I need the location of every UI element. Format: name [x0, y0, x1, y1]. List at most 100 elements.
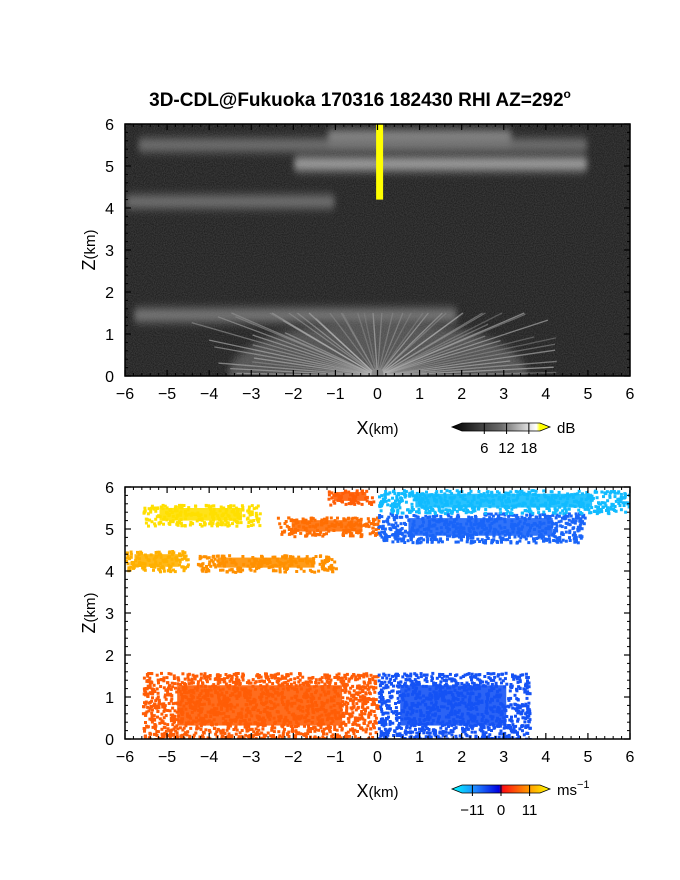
velocity-pixel	[157, 550, 161, 554]
velocity-pixel	[325, 516, 329, 520]
velocity-pixel	[458, 734, 462, 738]
velocity-pixel	[217, 699, 221, 703]
velocity-pixel	[394, 673, 397, 677]
velocity-pixel	[204, 503, 208, 507]
velocity-pixel	[289, 720, 293, 724]
velocity-pixel	[284, 676, 288, 680]
velocity-pixel	[206, 675, 210, 679]
velocity-pixel	[228, 722, 232, 726]
velocity-pixel	[334, 676, 338, 679]
velocity-pixel	[238, 682, 242, 686]
velocity-pixel	[236, 672, 240, 675]
velocity-pixel	[439, 514, 443, 518]
velocity-pixel	[448, 690, 452, 694]
velocity-pixel	[460, 714, 464, 718]
velocity-pixel	[310, 698, 314, 702]
velocity-pixel	[440, 510, 444, 514]
velocity-pixel	[450, 733, 454, 737]
velocity-pixel	[285, 554, 289, 558]
velocity-pixel	[259, 693, 263, 697]
velocity-pixel	[504, 507, 508, 511]
velocity-pixel	[144, 721, 147, 724]
velocity-pixel	[342, 529, 346, 533]
velocity-pixel	[324, 708, 328, 712]
velocity-pixel	[304, 557, 308, 561]
velocity-pixel	[262, 680, 266, 684]
velocity-pixel	[451, 730, 455, 733]
velocity-pixel	[260, 695, 264, 698]
velocity-pixel	[183, 524, 187, 527]
velocity-pixel	[144, 687, 148, 690]
velocity-pixel	[477, 695, 481, 699]
velocity-pixel	[261, 720, 264, 724]
velocity-pixel	[218, 729, 222, 733]
velocity-pixel	[543, 513, 547, 517]
velocity-pixel	[356, 501, 360, 504]
velocity-pixel	[460, 712, 464, 716]
velocity-pixel	[346, 702, 350, 705]
velocity-pixel	[165, 506, 169, 510]
velocity-pixel	[486, 694, 490, 697]
velocity-pixel	[155, 730, 159, 733]
velocity-pixel	[362, 707, 366, 711]
velocity-pixel	[470, 691, 473, 695]
velocity-pixel	[261, 727, 265, 731]
velocity-pixel	[257, 728, 261, 732]
velocity-pixel	[383, 727, 387, 731]
velocity-pixel	[206, 567, 209, 571]
velocity-pixel	[262, 722, 266, 726]
velocity-pixel	[440, 724, 444, 727]
velocity-pixel	[455, 715, 459, 719]
velocity-pixel	[155, 507, 159, 510]
velocity-pixel	[417, 682, 421, 686]
velocity-pixel	[504, 671, 508, 675]
velocity-pixel	[428, 687, 432, 691]
velocity-pixel	[456, 698, 460, 701]
velocity-pixel	[272, 730, 276, 734]
velocity-pixel	[331, 719, 335, 723]
velocity-pixel	[329, 503, 333, 507]
velocity-pixel	[205, 680, 209, 684]
velocity-pixel	[424, 514, 428, 518]
velocity-pixel	[371, 526, 375, 530]
velocity-pixel	[478, 723, 482, 727]
velocity-pixel	[172, 677, 176, 680]
velocity-pixel	[503, 677, 507, 681]
velocity-pixel	[443, 492, 447, 496]
velocity-pixel	[453, 703, 457, 707]
velocity-pixel	[144, 693, 148, 697]
velocity-pixel	[480, 538, 484, 542]
velocity-pixel	[196, 511, 200, 515]
velocity-pixel	[185, 733, 189, 737]
velocity-pixel	[169, 507, 173, 511]
velocity-pixel	[240, 714, 244, 718]
velocity-pixel	[367, 713, 371, 717]
velocity-pixel	[166, 709, 170, 712]
velocity-pixel	[480, 700, 484, 704]
velocity-pixel	[413, 683, 417, 687]
velocity-pixel	[422, 673, 426, 677]
velocity-pixel	[257, 560, 261, 564]
velocity-pixel	[541, 529, 545, 533]
velocity-pixel	[246, 729, 250, 733]
velocity-pixel	[309, 730, 312, 734]
velocity-pixel	[183, 682, 186, 686]
velocity-pixel	[143, 506, 147, 510]
velocity-pixel	[340, 722, 344, 725]
velocity-pixel	[159, 678, 163, 682]
velocity-pixel	[360, 710, 364, 713]
velocity-pixel	[413, 691, 417, 695]
velocity-pixel	[421, 498, 425, 501]
velocity-pixel	[241, 506, 245, 509]
velocity-pixel	[356, 519, 360, 522]
velocity-pixel	[214, 732, 218, 736]
velocity-pixel	[400, 709, 404, 713]
velocity-pixel	[224, 523, 228, 527]
velocity-pixel	[236, 507, 240, 511]
velocity-pixel	[348, 714, 352, 718]
velocity-pixel	[434, 494, 438, 498]
velocity-pixel	[335, 728, 339, 732]
velocity-pixel	[492, 705, 496, 709]
velocity-pixel	[544, 503, 548, 507]
